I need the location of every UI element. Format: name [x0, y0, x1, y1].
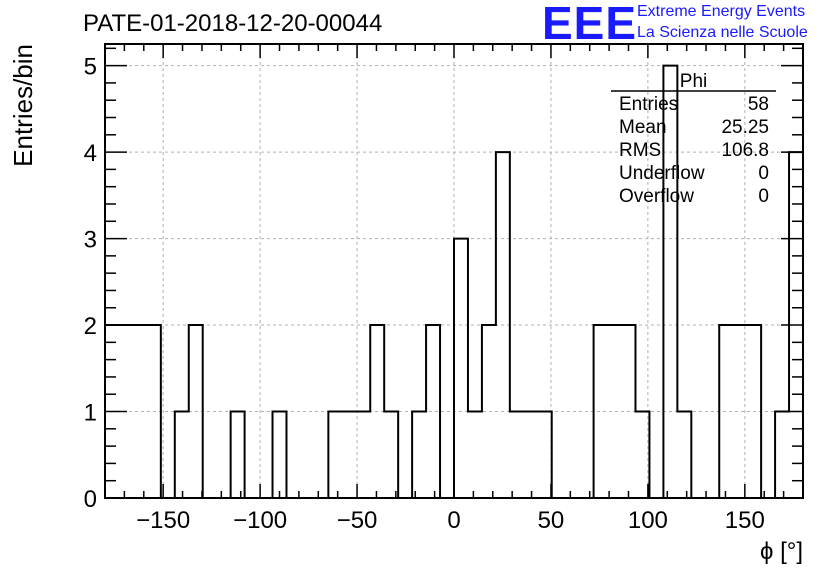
stats-label: Overflow [619, 186, 694, 207]
x-tick-label: 50 [538, 507, 565, 534]
stats-value: 0 [758, 186, 769, 207]
x-axis-label: ϕ [°] [760, 538, 803, 565]
stats-title: Phi [680, 71, 707, 92]
stats-label: RMS [619, 140, 661, 161]
stats-value: 106.8 [721, 140, 769, 161]
x-tick-label: −100 [233, 507, 287, 534]
org-name-line2: La Scienza nelle Scuole [637, 24, 808, 41]
axis-ticks [104, 44, 804, 499]
stats-label: Underflow [619, 163, 705, 184]
x-tick-label: 0 [447, 507, 460, 534]
stats-label: Mean [619, 117, 667, 138]
y-tick-label: 2 [84, 313, 97, 340]
stats-value: 25.25 [721, 117, 769, 138]
y-tick-label: 5 [84, 54, 97, 81]
stats-label: Entries [619, 94, 678, 115]
eee-logo: EEE [542, 0, 638, 49]
y-tick-label: 4 [84, 140, 97, 167]
y-tick-label: 0 [84, 486, 97, 513]
stats-value: 58 [748, 94, 769, 115]
x-tick-label: 150 [725, 507, 765, 534]
y-tick-label: 1 [84, 400, 97, 427]
y-tick-label: 3 [84, 227, 97, 254]
x-tick-label: −150 [136, 507, 190, 534]
y-axis-label: Entries/bin [8, 44, 38, 167]
org-name-line1: Extreme Energy Events [637, 3, 806, 20]
histogram-title: PATE-01-2018-12-20-00044 [83, 10, 383, 37]
axis-labels: −150 −100 −50 0 50 100 150 0 1 2 3 4 5 ϕ [°] Entries/b… [8, 44, 803, 565]
x-tick-label: −50 [337, 507, 378, 534]
stats-value: 0 [758, 163, 769, 184]
x-tick-label: 100 [628, 507, 668, 534]
